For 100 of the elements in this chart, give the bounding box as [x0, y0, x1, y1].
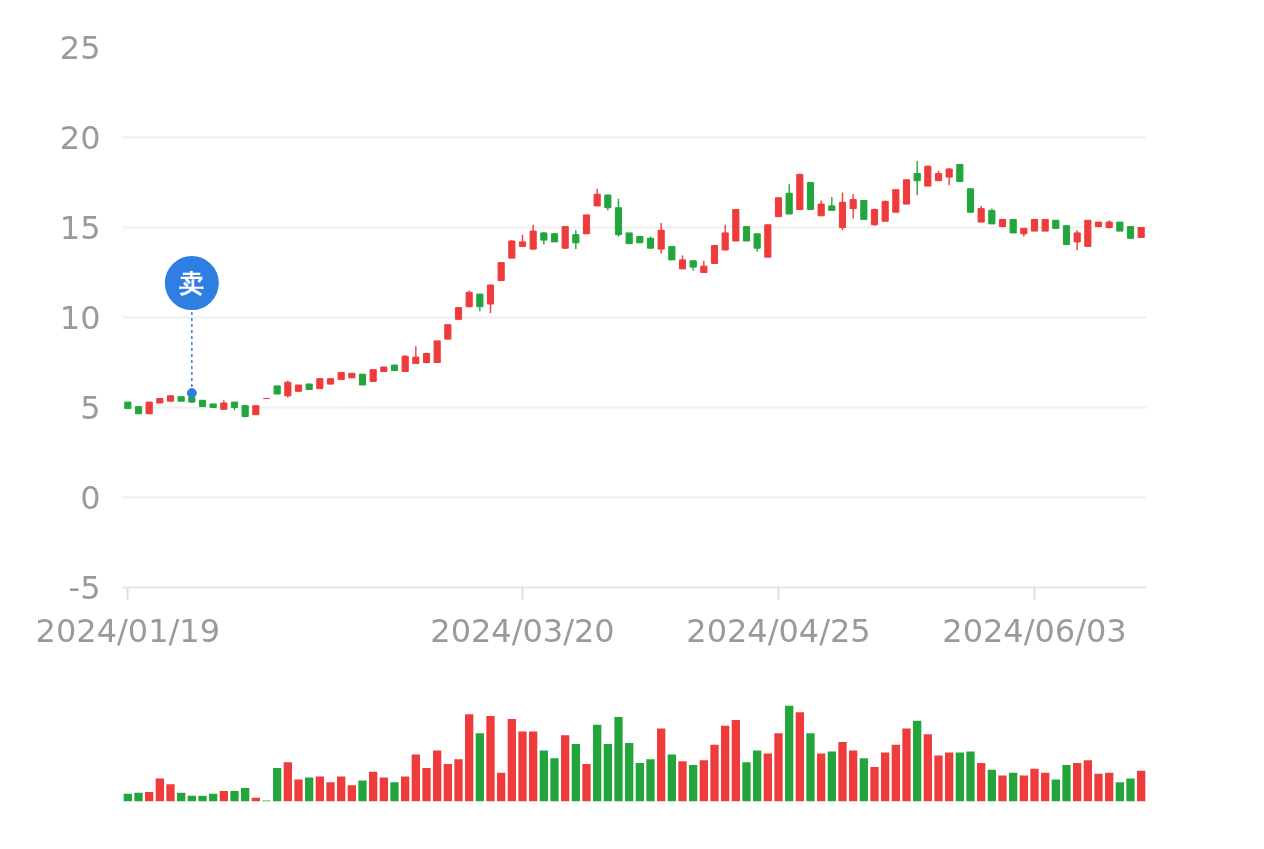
- candlestick: [657, 222, 665, 255]
- candlestick: [966, 188, 975, 213]
- bar: [817, 753, 826, 802]
- candlestick: [774, 197, 783, 218]
- bar: [667, 754, 676, 802]
- bar: [838, 741, 847, 802]
- bar: [1041, 772, 1050, 802]
- bar: [518, 731, 527, 802]
- bar: [219, 790, 228, 802]
- bar: [966, 751, 975, 802]
- bar: [657, 728, 666, 802]
- bar: [1019, 775, 1028, 802]
- bar: [198, 795, 207, 802]
- bar: [1126, 778, 1135, 802]
- bar: [475, 733, 484, 802]
- bar: [806, 733, 815, 802]
- bar: [827, 751, 836, 802]
- bar: [315, 776, 324, 802]
- bar: [785, 705, 794, 802]
- bar: [347, 785, 356, 802]
- bar: [561, 735, 570, 802]
- bar: [678, 761, 687, 802]
- bar: [582, 764, 591, 802]
- y-tick-label: 5: [80, 389, 101, 427]
- bar: [422, 767, 431, 802]
- bar: [1073, 763, 1082, 802]
- bar: [891, 744, 900, 802]
- bar: [379, 777, 388, 802]
- bar: [1083, 760, 1092, 802]
- bar: [795, 712, 804, 802]
- bar: [934, 755, 943, 802]
- bar: [1137, 770, 1146, 802]
- bar: [433, 750, 442, 802]
- y-tick-label: 0: [80, 479, 101, 517]
- bar: [859, 758, 868, 802]
- candlestick: [721, 224, 729, 251]
- bar: [550, 758, 559, 802]
- bar: [1062, 765, 1071, 802]
- candlestick: [582, 214, 591, 235]
- candlestick: [913, 160, 921, 196]
- candlestick: [849, 193, 857, 220]
- bar: [529, 731, 538, 802]
- bar: [753, 750, 762, 802]
- bar: [454, 759, 463, 802]
- bar: [294, 779, 303, 802]
- candlestick: [1062, 225, 1071, 246]
- bar: [870, 766, 879, 802]
- bar: [849, 750, 858, 802]
- bar: [539, 750, 548, 802]
- bar: [273, 767, 282, 802]
- bar: [923, 734, 932, 802]
- bar: [977, 763, 986, 802]
- bar: [1051, 779, 1060, 802]
- x-tick-label: 2024/04/25: [686, 611, 871, 650]
- bar: [401, 776, 410, 802]
- bar: [1115, 782, 1124, 802]
- bar: [1009, 772, 1018, 802]
- bar: [881, 752, 890, 802]
- bar: [145, 791, 154, 802]
- bar: [390, 782, 399, 802]
- bar: [742, 762, 751, 802]
- y-tick-label: 10: [59, 299, 101, 337]
- x-tick-label: 2024/03/20: [430, 611, 615, 650]
- text: 卖: [179, 268, 205, 298]
- candlestick: [486, 283, 495, 314]
- bar: [358, 780, 367, 802]
- bar: [763, 753, 772, 802]
- bar: [507, 718, 516, 802]
- bar: [998, 775, 1007, 802]
- bar: [155, 778, 164, 802]
- bar: [230, 790, 239, 802]
- bar: [955, 752, 964, 802]
- y-tick-label: 20: [59, 119, 101, 157]
- bar: [326, 782, 335, 802]
- bar: [603, 743, 612, 802]
- bar: [411, 754, 420, 802]
- bar: [635, 763, 644, 802]
- candlestick: [572, 229, 580, 250]
- bar: [465, 714, 474, 802]
- bar: [625, 742, 634, 802]
- candlestick: [529, 224, 537, 251]
- candlestick: [1073, 229, 1081, 251]
- candlestick: [785, 183, 793, 215]
- bar: [443, 764, 452, 802]
- bar: [646, 759, 655, 802]
- x-tick-label: 2024/01/19: [35, 611, 221, 650]
- candlestick: [892, 189, 900, 213]
- bar: [369, 771, 378, 802]
- bar: [721, 725, 730, 802]
- bar: [1030, 768, 1039, 802]
- candlestick: [924, 164, 932, 187]
- bar: [305, 777, 314, 802]
- bar: [486, 716, 495, 802]
- bar: [1105, 772, 1114, 802]
- y-tick-label: 15: [59, 209, 101, 247]
- bar: [699, 760, 708, 802]
- bar: [689, 765, 698, 802]
- bar: [614, 717, 623, 802]
- y-tick-label: 25: [59, 29, 101, 67]
- bar: [337, 776, 346, 802]
